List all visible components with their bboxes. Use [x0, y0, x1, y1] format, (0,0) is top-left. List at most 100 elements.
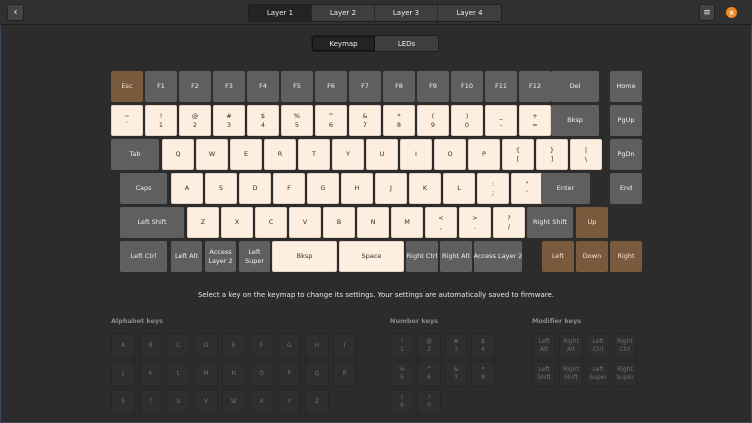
key[interactable]: H: [341, 173, 373, 204]
alphabet-palette-key[interactable]: J: [111, 361, 135, 387]
key[interactable]: Access Layer 2: [205, 241, 236, 272]
alphabet-palette-key[interactable]: D: [194, 333, 219, 359]
key[interactable]: U: [366, 139, 398, 170]
key[interactable]: PgDn: [610, 139, 642, 170]
modifier-palette-key[interactable]: Left Super: [586, 361, 610, 387]
key[interactable]: End: [610, 173, 642, 204]
alphabet-palette-key[interactable]: Y: [277, 389, 302, 415]
key[interactable]: ! 1: [145, 105, 177, 136]
key[interactable]: Tab: [111, 139, 159, 170]
key[interactable]: S: [205, 173, 237, 204]
key[interactable]: Right Alt: [440, 241, 472, 272]
number-palette-key[interactable]: (9: [390, 389, 414, 415]
key[interactable]: Access Layer 2: [474, 241, 522, 272]
alphabet-palette-key[interactable]: N: [221, 361, 246, 387]
key[interactable]: Left Super: [239, 241, 270, 272]
key[interactable]: F9: [417, 71, 449, 102]
key[interactable]: W: [196, 139, 228, 170]
key[interactable]: Down: [576, 241, 608, 272]
key[interactable]: F8: [383, 71, 415, 102]
number-palette-key[interactable]: & 7: [444, 361, 468, 387]
key[interactable]: I: [400, 139, 432, 170]
key[interactable]: ^ 6: [315, 105, 347, 136]
alphabet-palette-key[interactable]: A: [111, 333, 135, 359]
key[interactable]: ? /: [493, 207, 525, 238]
key[interactable]: Enter: [541, 173, 590, 204]
key[interactable]: F2: [179, 71, 211, 102]
key[interactable]: | \: [570, 139, 602, 170]
key[interactable]: Left Ctrl: [120, 241, 167, 272]
alphabet-palette-key[interactable]: K: [138, 361, 163, 387]
key[interactable]: Caps: [120, 173, 167, 204]
key[interactable]: " ': [511, 173, 543, 204]
key[interactable]: B: [323, 207, 355, 238]
key[interactable]: Home: [610, 71, 642, 102]
alphabet-palette-key[interactable]: L: [166, 361, 191, 387]
key[interactable]: >.: [459, 207, 491, 238]
key[interactable]: O: [434, 139, 466, 170]
tab-leds[interactable]: LEDs: [375, 36, 438, 51]
key[interactable]: ~ `: [111, 105, 143, 136]
alphabet-palette-key[interactable]: P: [277, 361, 302, 387]
key[interactable]: F6: [315, 71, 347, 102]
number-palette-key[interactable]: #3: [444, 333, 468, 359]
key[interactable]: {[: [502, 139, 534, 170]
key[interactable]: J: [375, 173, 407, 204]
key[interactable]: F3: [213, 71, 245, 102]
key[interactable]: $4: [247, 105, 279, 136]
key[interactable]: G: [307, 173, 339, 204]
key[interactable]: Y: [332, 139, 364, 170]
key[interactable]: P: [468, 139, 500, 170]
key[interactable]: Q: [162, 139, 194, 170]
alphabet-palette-key[interactable]: Q: [304, 361, 329, 387]
key[interactable]: % 5: [281, 105, 313, 136]
key[interactable]: V: [289, 207, 321, 238]
key[interactable]: ) 0: [451, 105, 483, 136]
modifier-palette-key[interactable]: Left Ctrl: [586, 333, 610, 359]
number-palette-key[interactable]: $4: [471, 333, 495, 359]
key[interactable]: + =: [519, 105, 551, 136]
key[interactable]: Esc: [111, 71, 143, 102]
modifier-palette-key[interactable]: Right Ctrl: [613, 333, 637, 359]
alphabet-palette-key[interactable]: T: [138, 389, 163, 415]
alphabet-palette-key[interactable]: W: [221, 389, 246, 415]
key[interactable]: _ -: [485, 105, 517, 136]
key[interactable]: F4: [247, 71, 279, 102]
key[interactable]: R: [264, 139, 296, 170]
number-palette-key[interactable]: ) 0: [417, 389, 441, 415]
key[interactable]: #3: [213, 105, 245, 136]
tab-keymap[interactable]: Keymap: [312, 36, 375, 51]
key[interactable]: F12: [519, 71, 551, 102]
key[interactable]: E: [230, 139, 262, 170]
alphabet-palette-key[interactable]: Z: [304, 389, 329, 415]
key[interactable]: Left Alt: [171, 241, 202, 272]
key[interactable]: * 8: [383, 105, 415, 136]
alphabet-palette-key[interactable]: G: [277, 333, 302, 359]
number-palette-key[interactable]: ! 1: [390, 333, 414, 359]
alphabet-palette-key[interactable]: O: [249, 361, 274, 387]
key[interactable]: @2: [179, 105, 211, 136]
key[interactable]: Del: [551, 71, 599, 102]
key[interactable]: Bksp: [272, 241, 337, 272]
modifier-palette-key[interactable]: Right Shift: [559, 361, 583, 387]
key[interactable]: Right: [610, 241, 642, 272]
number-palette-key[interactable]: * 8: [471, 361, 495, 387]
alphabet-palette-key[interactable]: X: [249, 389, 274, 415]
modifier-palette-key[interactable]: Left Shift: [532, 361, 556, 387]
modifier-palette-key[interactable]: Left Alt: [532, 333, 556, 359]
alphabet-palette-key[interactable]: V: [194, 389, 219, 415]
key[interactable]: F11: [485, 71, 517, 102]
key[interactable]: Left: [542, 241, 574, 272]
alphabet-palette-key[interactable]: R: [332, 361, 357, 387]
key[interactable]: :;: [477, 173, 509, 204]
number-palette-key[interactable]: % 5: [390, 361, 414, 387]
key[interactable]: Left Shift: [120, 207, 184, 238]
alphabet-palette-key[interactable]: U: [166, 389, 191, 415]
key[interactable]: C: [255, 207, 287, 238]
key[interactable]: & 7: [349, 105, 381, 136]
key[interactable]: F5: [281, 71, 313, 102]
key[interactable]: D: [239, 173, 271, 204]
number-palette-key[interactable]: ^ 6: [417, 361, 441, 387]
key[interactable]: K: [409, 173, 441, 204]
alphabet-palette-key[interactable]: B: [138, 333, 163, 359]
